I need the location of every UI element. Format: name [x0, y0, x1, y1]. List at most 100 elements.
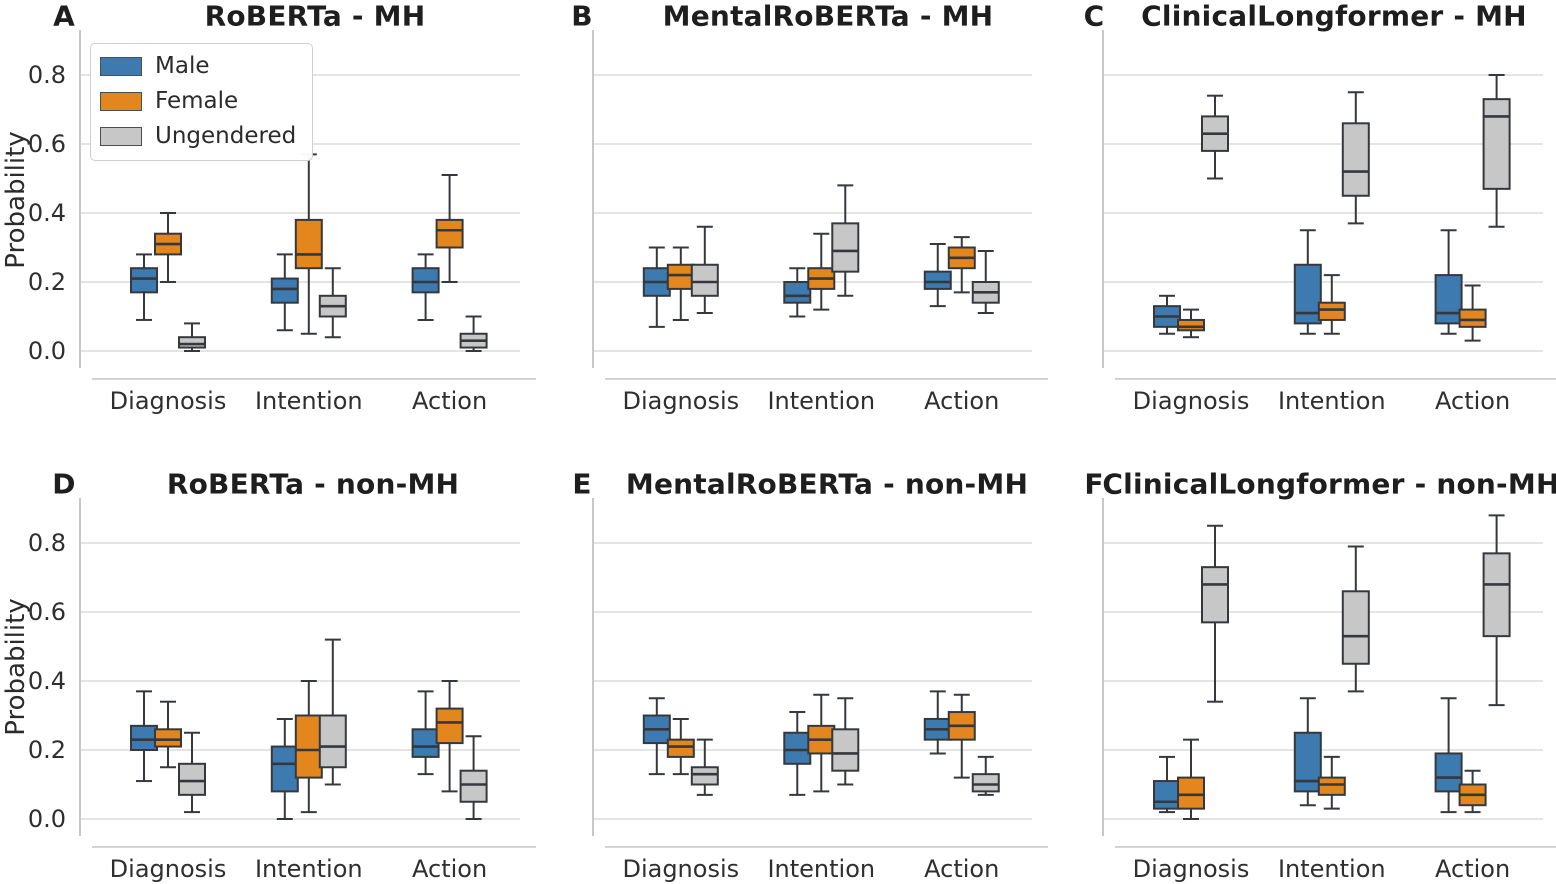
- box-e-intention-male: [783, 711, 812, 796]
- iqr-box: [294, 714, 323, 779]
- box-b-diagnosis-ungendered: [690, 225, 719, 315]
- box-c-diagnosis-ungendered: [1201, 94, 1229, 180]
- box-e-diagnosis-male: [642, 697, 671, 776]
- iqr-box: [1341, 122, 1370, 197]
- legend: Male Female Ungendered: [90, 43, 314, 161]
- box-f-diagnosis-female: [1177, 738, 1205, 820]
- panel-title-d: RoBERTa - non-MH: [166, 467, 460, 501]
- box-f-diagnosis-ungendered: [1201, 524, 1229, 703]
- box-a-action-ungendered: [459, 315, 488, 352]
- ytick-d-0.6: 0.6: [27, 598, 66, 626]
- box-b-action-male: [923, 243, 952, 308]
- box-a-diagnosis-male: [130, 253, 158, 321]
- xtick-a-action: Action: [412, 387, 488, 415]
- iqr-box: [1458, 308, 1487, 328]
- iqr-box: [1177, 318, 1205, 332]
- legend-item-female: Female: [100, 88, 296, 114]
- box-d-intention-male: [270, 717, 299, 820]
- box-a-intention-female: [294, 153, 323, 335]
- iqr-box: [318, 714, 347, 769]
- iqr-box: [130, 267, 158, 294]
- panel-letter-e: E: [572, 467, 592, 501]
- box-c-intention-ungendered: [1341, 91, 1370, 225]
- iqr-box: [783, 281, 812, 304]
- xtick-f-intention: Intention: [1277, 855, 1386, 883]
- xtick-d-action: Action: [412, 855, 488, 883]
- iqr-box: [154, 728, 182, 748]
- iqr-box: [435, 707, 464, 745]
- legend-item-male: Male: [100, 53, 296, 79]
- legend-swatch-male-icon: [100, 56, 142, 76]
- box-d-diagnosis-ungendered: [178, 731, 206, 814]
- iqr-box: [294, 218, 323, 270]
- box-a-diagnosis-ungendered: [178, 322, 206, 352]
- box-e-diagnosis-ungendered: [690, 738, 719, 796]
- box-b-intention-female: [807, 232, 836, 311]
- box-c-diagnosis-male: [1153, 294, 1181, 335]
- panel-letter-b: B: [571, 0, 593, 33]
- iqr-box: [1201, 566, 1229, 624]
- box-c-action-female: [1458, 284, 1487, 342]
- panel-letter-a: A: [53, 0, 75, 33]
- box-f-intention-female: [1317, 755, 1346, 810]
- iqr-box: [411, 728, 440, 758]
- box-a-diagnosis-female: [154, 212, 182, 283]
- box-c-action-male: [1434, 229, 1463, 335]
- iqr-box: [411, 267, 440, 294]
- xtick-b-action: Action: [924, 387, 1000, 415]
- box-b-diagnosis-male: [642, 246, 671, 328]
- xtick-c-intention: Intention: [1277, 387, 1386, 415]
- box-a-intention-male: [270, 253, 299, 332]
- iqr-box: [130, 724, 158, 751]
- box-f-action-female: [1458, 769, 1487, 814]
- xtick-f-action: Action: [1435, 855, 1511, 883]
- panel-letter-d: D: [52, 467, 76, 501]
- iqr-box: [435, 218, 464, 249]
- box-d-intention-female: [294, 680, 323, 814]
- legend-label-female: Female: [155, 88, 239, 114]
- ytick-d-0.0: 0.0: [27, 805, 66, 833]
- iqr-box: [178, 762, 206, 796]
- panel-letter-f: F: [1084, 467, 1104, 501]
- panel-title-c: ClinicalLongformer - MH: [1141, 0, 1527, 33]
- iqr-box: [1482, 552, 1511, 638]
- panel-title-b: MentalRoBERTa - MH: [662, 0, 994, 33]
- iqr-box: [459, 769, 488, 803]
- ytick-d-0.2: 0.2: [27, 736, 66, 764]
- iqr-box: [270, 277, 299, 304]
- iqr-box: [971, 773, 1000, 793]
- iqr-box: [1317, 301, 1346, 321]
- xtick-e-action: Action: [924, 855, 1000, 883]
- iqr-box: [1153, 780, 1181, 810]
- iqr-box: [178, 336, 206, 349]
- legend-label-male: Male: [155, 53, 210, 79]
- ytick-a-0.6: 0.6: [27, 130, 66, 158]
- box-c-diagnosis-female: [1177, 308, 1205, 339]
- box-d-action-ungendered: [459, 735, 488, 820]
- box-e-action-male: [923, 690, 952, 755]
- iqr-box: [1293, 263, 1322, 325]
- box-f-intention-ungendered: [1341, 545, 1370, 693]
- xtick-a-intention: Intention: [254, 387, 363, 415]
- xtick-b-intention: Intention: [767, 387, 876, 415]
- iqr-box: [1293, 731, 1322, 793]
- ytick-a-0.0: 0.0: [27, 337, 66, 365]
- ytick-a-0.2: 0.2: [27, 268, 66, 296]
- iqr-box: [783, 731, 812, 765]
- box-a-action-male: [411, 253, 440, 321]
- panel-letter-c: C: [1083, 0, 1105, 33]
- legend-swatch-ungendered-icon: [100, 126, 142, 146]
- box-e-diagnosis-female: [666, 717, 695, 776]
- box-c-action-ungendered: [1482, 74, 1511, 228]
- xtick-d-intention: Intention: [254, 855, 363, 883]
- iqr-box: [690, 263, 719, 297]
- ytick-a-0.4: 0.4: [27, 199, 66, 227]
- box-b-intention-ungendered: [831, 184, 860, 297]
- box-e-intention-ungendered: [831, 697, 860, 786]
- xtick-a-diagnosis: Diagnosis: [109, 387, 227, 415]
- iqr-box: [1341, 590, 1370, 665]
- ytick-a-0.8: 0.8: [27, 61, 66, 89]
- xtick-b-diagnosis: Diagnosis: [622, 387, 740, 415]
- iqr-box: [666, 263, 695, 290]
